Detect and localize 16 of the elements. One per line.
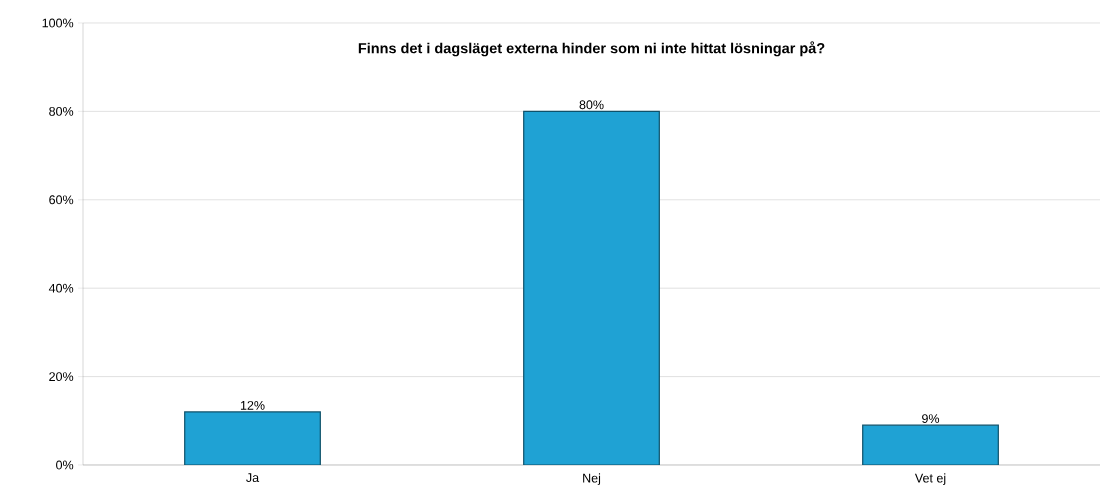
- y-tick-label: 60%: [49, 195, 74, 205]
- bar: [862, 424, 999, 465]
- data-label: 80%: [579, 100, 604, 110]
- y-tick-label: 0%: [56, 460, 74, 470]
- y-tick-label: 20%: [49, 372, 74, 382]
- data-label: 12%: [240, 400, 265, 410]
- y-tick-label: 40%: [48, 283, 74, 293]
- bar: [184, 411, 321, 465]
- bar: [523, 110, 660, 465]
- x-tick-label: Vet ej: [914, 473, 946, 485]
- x-tick-label: Nej: [583, 473, 601, 485]
- text: Finns det i dagsläget externa hinder som ni inte hittat lösningar på?: [358, 41, 825, 57]
- x-tick-label: Ja: [246, 473, 260, 483]
- y-tick-label: 100%: [42, 18, 74, 28]
- data-label: 9%: [922, 414, 940, 424]
- y-tick-label: 80%: [49, 106, 74, 116]
